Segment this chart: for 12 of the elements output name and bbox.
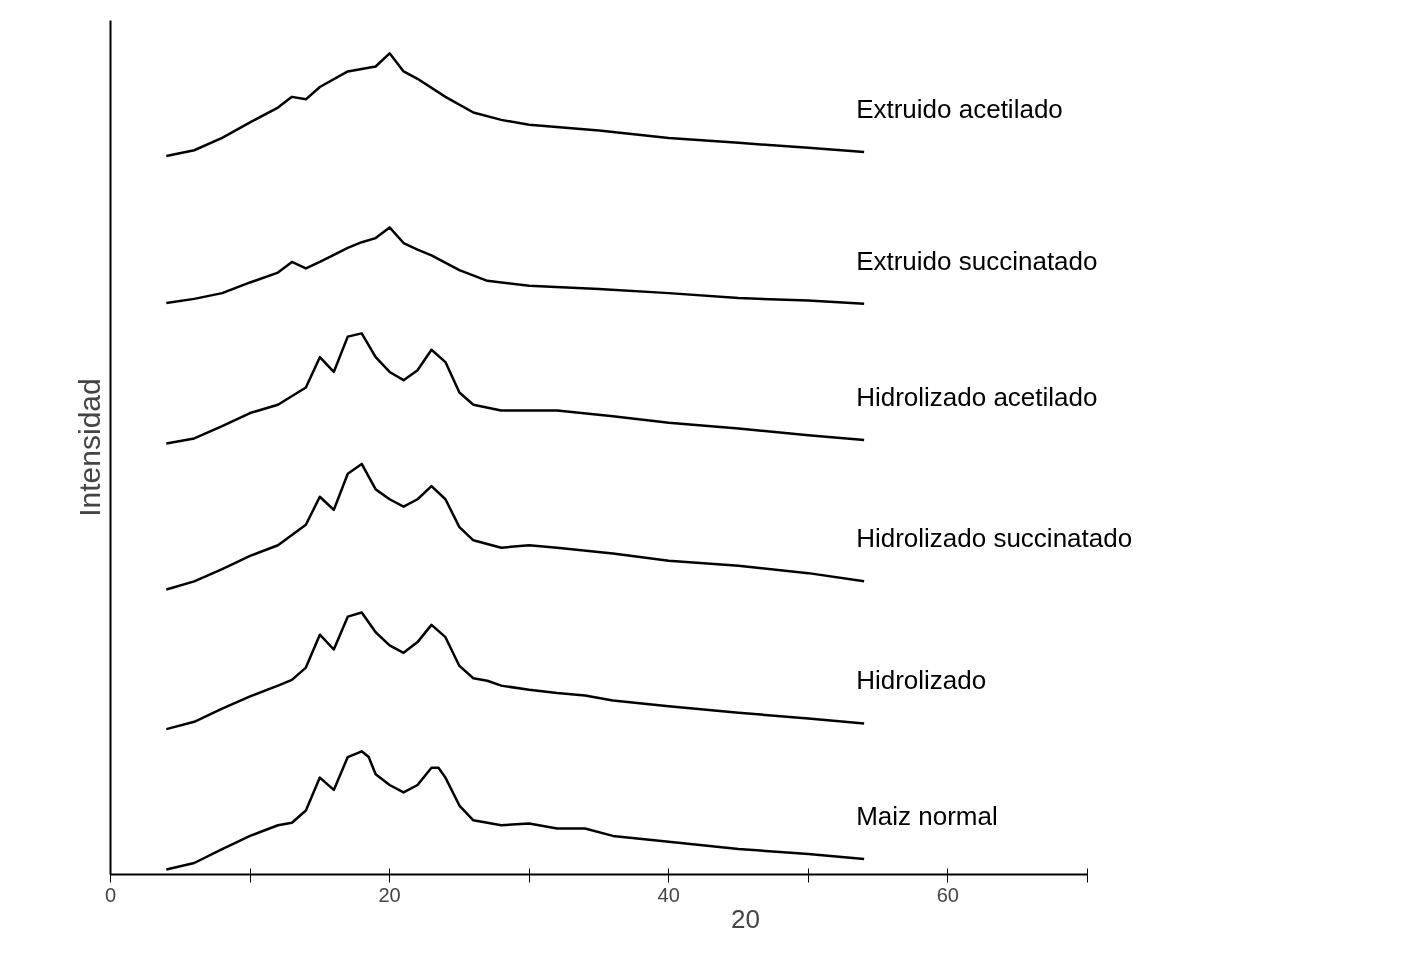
x-tick-label: 0 — [104, 883, 117, 906]
series-label: Extruido succinatado — [856, 245, 1098, 276]
x-tick-label: 20 — [378, 883, 401, 906]
x-tick-label: 60 — [936, 883, 959, 906]
y-axis-title: Intensidad — [72, 378, 106, 517]
x-tick-label: 40 — [657, 883, 680, 906]
series-label: Hidrolizado — [856, 665, 987, 696]
x-axis-title: 20 — [731, 903, 760, 934]
series-label: Extruido acetilado — [856, 93, 1063, 124]
series-label: Maiz normal — [856, 800, 998, 831]
series-label: Hidrolizado succinatado — [856, 523, 1133, 554]
series-label: Hidrolizado acetilado — [856, 382, 1098, 413]
